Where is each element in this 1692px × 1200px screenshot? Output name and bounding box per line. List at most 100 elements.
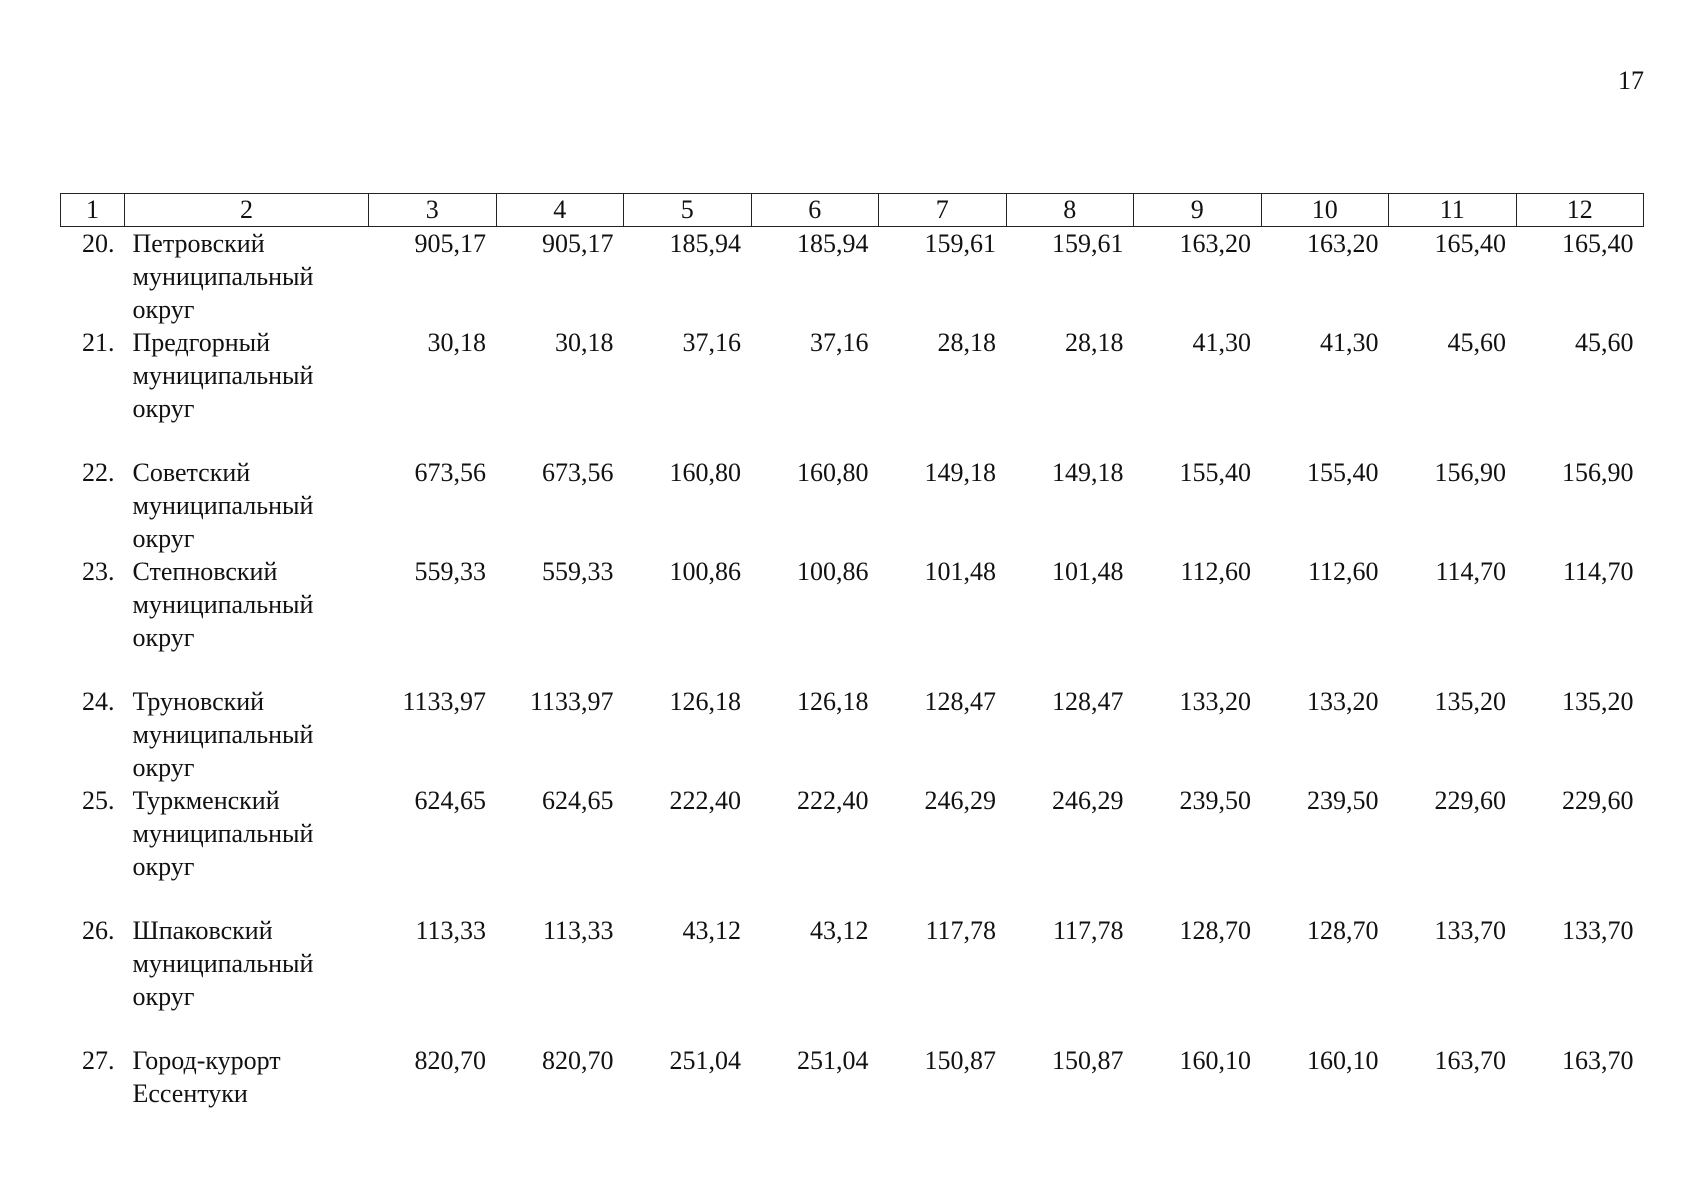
value-cell: 45,60 bbox=[1575, 328, 1634, 357]
value-cell: 155,40 bbox=[1307, 458, 1379, 487]
row-number: 20. bbox=[82, 229, 115, 258]
value-cell: 165,40 bbox=[1562, 229, 1634, 258]
value-cell: 160,80 bbox=[669, 458, 742, 487]
table-body: 20. Петровский муниципальный округ 905,1… bbox=[61, 227, 1644, 1125]
value-cell: 150,87 bbox=[924, 1046, 997, 1075]
value-cell: 246,29 bbox=[924, 786, 997, 815]
value-cell: 112,60 bbox=[1180, 557, 1251, 586]
district-name: Степновский муниципальный округ bbox=[132, 557, 314, 652]
table-row: 25. Туркменский муниципальный округ 624,… bbox=[61, 784, 1644, 914]
value-cell: 229,60 bbox=[1434, 786, 1507, 815]
value-cell: 101,48 bbox=[924, 557, 997, 586]
value-cell: 163,20 bbox=[1307, 229, 1379, 258]
table-header: 1 2 3 4 5 6 7 8 9 10 11 12 bbox=[60, 193, 1644, 227]
value-cell: 559,33 bbox=[542, 557, 614, 586]
district-name: Шпаковский муниципальный округ bbox=[132, 916, 314, 1011]
value-cell: 229,60 bbox=[1562, 786, 1634, 815]
value-cell: 133,20 bbox=[1179, 687, 1252, 716]
value-cell: 135,20 bbox=[1562, 687, 1634, 716]
row-number: 23. bbox=[82, 557, 115, 586]
column-header: 3 bbox=[368, 193, 497, 227]
value-cell: 28,18 bbox=[937, 328, 997, 357]
value-cell: 160,80 bbox=[797, 458, 869, 487]
value-cell: 160,10 bbox=[1179, 1046, 1252, 1075]
value-cell: 41,30 bbox=[1320, 328, 1379, 357]
value-cell: 160,10 bbox=[1307, 1046, 1379, 1075]
value-cell: 128,47 bbox=[924, 687, 997, 716]
value-cell: 251,04 bbox=[669, 1046, 742, 1075]
column-header: 12 bbox=[1515, 193, 1644, 227]
value-cell: 673,56 bbox=[414, 458, 487, 487]
table-row: 22. Советский муниципальный округ 673,56… bbox=[61, 456, 1644, 555]
value-cell: 163,20 bbox=[1179, 229, 1252, 258]
value-cell: 28,18 bbox=[1065, 328, 1124, 357]
row-number: 27. bbox=[82, 1046, 115, 1075]
value-cell: 149,18 bbox=[924, 458, 997, 487]
row-number: 21. bbox=[82, 328, 115, 357]
value-cell: 820,70 bbox=[414, 1046, 487, 1075]
value-cell: 126,18 bbox=[669, 687, 742, 716]
value-cell: 30,18 bbox=[427, 328, 487, 357]
value-cell: 117,78 bbox=[925, 916, 996, 945]
value-cell: 45,60 bbox=[1447, 328, 1507, 357]
table-row: 24. Труновский муниципальный округ 1133,… bbox=[61, 685, 1644, 784]
district-name: Город-курорт Ессентуки bbox=[132, 1046, 281, 1108]
value-cell: 126,18 bbox=[797, 687, 869, 716]
district-name: Советский муниципальный округ bbox=[132, 458, 314, 553]
data-table: 1 2 3 4 5 6 7 8 9 10 11 12 20. Петровски… bbox=[60, 193, 1644, 1124]
value-cell: 149,18 bbox=[1052, 458, 1124, 487]
value-cell: 624,65 bbox=[542, 786, 614, 815]
column-header: 5 bbox=[623, 193, 752, 227]
value-cell: 128,70 bbox=[1307, 916, 1379, 945]
value-cell: 559,33 bbox=[414, 557, 487, 586]
column-header: 7 bbox=[878, 193, 1007, 227]
value-cell: 37,16 bbox=[682, 328, 742, 357]
value-cell: 133,20 bbox=[1307, 687, 1379, 716]
value-cell: 624,65 bbox=[414, 786, 487, 815]
value-cell: 159,61 bbox=[924, 229, 997, 258]
value-cell: 114,70 bbox=[1562, 557, 1634, 586]
value-cell: 128,70 bbox=[1179, 916, 1252, 945]
value-cell: 43,12 bbox=[810, 916, 869, 945]
column-header: 9 bbox=[1133, 193, 1262, 227]
value-cell: 159,61 bbox=[1052, 229, 1124, 258]
column-header: 1 bbox=[60, 193, 125, 227]
value-cell: 156,90 bbox=[1434, 458, 1507, 487]
row-number: 25. bbox=[82, 786, 115, 815]
value-cell: 185,94 bbox=[797, 229, 869, 258]
value-cell: 150,87 bbox=[1052, 1046, 1124, 1075]
value-cell: 246,29 bbox=[1052, 786, 1124, 815]
value-cell: 117,78 bbox=[1052, 916, 1124, 945]
value-cell: 100,86 bbox=[669, 557, 742, 586]
value-cell: 239,50 bbox=[1179, 786, 1252, 815]
value-cell: 113,33 bbox=[415, 916, 486, 945]
value-cell: 185,94 bbox=[669, 229, 742, 258]
value-cell: 155,40 bbox=[1179, 458, 1252, 487]
value-cell: 128,47 bbox=[1052, 687, 1124, 716]
value-cell: 133,70 bbox=[1562, 916, 1634, 945]
row-number: 22. bbox=[82, 458, 115, 487]
district-name: Труновский муниципальный округ bbox=[132, 687, 314, 782]
value-cell: 41,30 bbox=[1192, 328, 1252, 357]
value-cell: 135,20 bbox=[1434, 687, 1507, 716]
value-cell: 905,17 bbox=[414, 229, 487, 258]
value-cell: 113,33 bbox=[542, 916, 614, 945]
value-cell: 1133,97 bbox=[402, 687, 486, 716]
value-cell: 673,56 bbox=[542, 458, 614, 487]
value-cell: 165,40 bbox=[1434, 229, 1507, 258]
column-header: 8 bbox=[1005, 193, 1134, 227]
column-header: 10 bbox=[1260, 193, 1389, 227]
value-cell: 820,70 bbox=[542, 1046, 614, 1075]
value-cell: 222,40 bbox=[797, 786, 869, 815]
value-cell: 156,90 bbox=[1562, 458, 1634, 487]
column-header: 11 bbox=[1388, 193, 1517, 227]
value-cell: 112,60 bbox=[1307, 557, 1379, 586]
district-name: Предгорный муниципальный округ bbox=[132, 328, 314, 423]
value-cell: 30,18 bbox=[555, 328, 614, 357]
column-header: 2 bbox=[124, 193, 369, 227]
value-cell: 37,16 bbox=[810, 328, 869, 357]
value-cell: 1133,97 bbox=[529, 687, 614, 716]
column-header: 4 bbox=[495, 193, 624, 227]
table-row: 21. Предгорный муниципальный округ 30,18… bbox=[61, 326, 1644, 456]
value-cell: 43,12 bbox=[682, 916, 742, 945]
